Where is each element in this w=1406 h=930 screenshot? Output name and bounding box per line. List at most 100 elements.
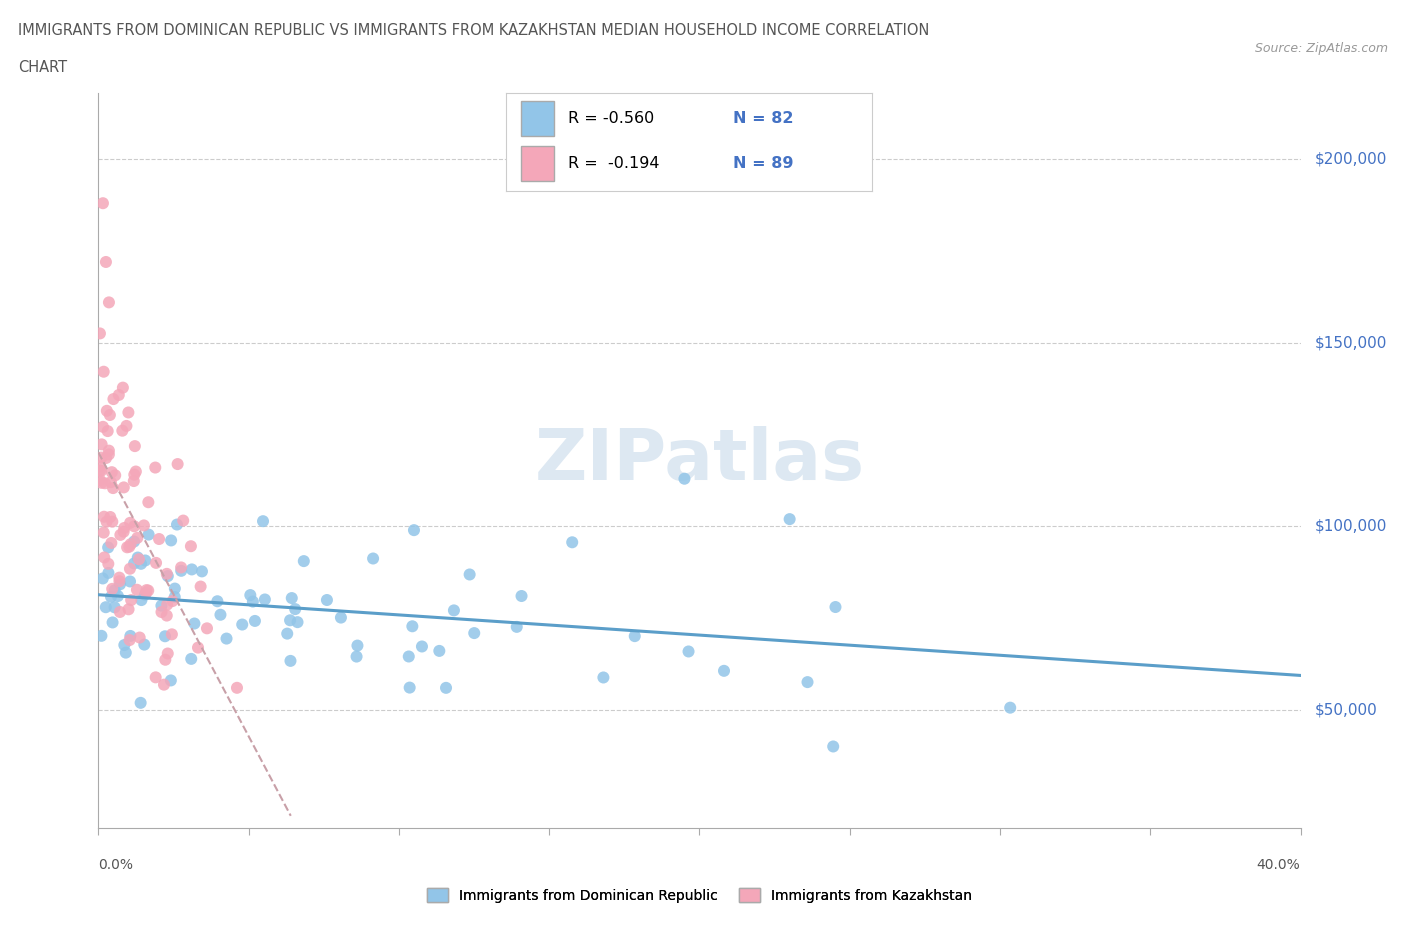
Text: R =  -0.194: R = -0.194 <box>568 156 659 171</box>
Point <box>287 615 309 630</box>
Point <box>160 673 183 688</box>
Point <box>89 326 111 341</box>
Point <box>90 463 112 478</box>
Point <box>458 567 481 582</box>
Point <box>107 388 129 403</box>
Point <box>93 365 115 379</box>
Point <box>280 654 302 669</box>
Point <box>111 380 134 395</box>
Point <box>398 680 420 695</box>
Point <box>134 553 156 568</box>
Point <box>112 521 135 536</box>
Point <box>96 514 118 529</box>
Point <box>207 594 229 609</box>
Point <box>434 681 457 696</box>
Point <box>281 591 304 605</box>
Point <box>97 540 120 555</box>
Point <box>292 553 315 568</box>
Point <box>163 581 186 596</box>
Point <box>673 472 696 486</box>
Point <box>231 618 253 632</box>
Point <box>97 424 120 439</box>
Point <box>138 527 160 542</box>
Point <box>108 574 131 589</box>
Point <box>796 674 818 689</box>
Point <box>93 550 115 565</box>
Point <box>623 629 645 644</box>
Point <box>190 579 212 594</box>
Point <box>162 593 184 608</box>
Point <box>104 600 127 615</box>
Point <box>124 467 146 482</box>
Point <box>143 460 166 475</box>
Text: 0.0%: 0.0% <box>98 858 134 872</box>
Point <box>101 481 124 496</box>
FancyBboxPatch shape <box>520 146 554 180</box>
Point <box>156 566 179 581</box>
Point <box>443 603 465 618</box>
Point <box>242 594 264 609</box>
Point <box>97 295 120 310</box>
Point <box>128 551 150 566</box>
Point <box>170 560 193 575</box>
Point <box>155 652 177 667</box>
Point <box>122 534 145 549</box>
Point <box>101 581 124 596</box>
Point <box>215 631 238 646</box>
Point <box>150 604 173 619</box>
Point <box>94 476 117 491</box>
Point <box>131 592 153 607</box>
Point <box>91 419 114 434</box>
Point <box>98 510 121 525</box>
Point <box>101 465 124 480</box>
Point <box>136 583 159 598</box>
Point <box>112 638 135 653</box>
Point <box>145 670 167 684</box>
Point <box>163 590 186 604</box>
Point <box>112 525 135 539</box>
Point <box>156 597 179 612</box>
Point <box>180 538 202 553</box>
Point <box>824 600 846 615</box>
Point <box>91 571 114 586</box>
Text: 40.0%: 40.0% <box>1257 858 1301 872</box>
Point <box>243 614 266 629</box>
Legend: Immigrants from Dominican Republic, Immigrants from Kazakhstan: Immigrants from Dominican Republic, Immi… <box>422 883 977 909</box>
Point <box>115 418 138 433</box>
Point <box>132 518 155 533</box>
Point <box>129 556 152 571</box>
Point <box>183 616 205 631</box>
Point <box>104 468 127 483</box>
Point <box>172 513 194 528</box>
Point <box>134 587 156 602</box>
Point <box>166 457 188 472</box>
Point <box>160 627 183 642</box>
Point <box>98 407 121 422</box>
Point <box>104 583 127 598</box>
Point <box>180 651 202 666</box>
Point <box>138 495 160 510</box>
Point <box>128 631 150 645</box>
Point <box>506 619 529 634</box>
Point <box>239 588 262 603</box>
Point <box>170 564 193 578</box>
Point <box>117 405 139 420</box>
Point <box>122 519 145 534</box>
Point <box>108 604 131 619</box>
Point <box>108 570 131 585</box>
Point <box>346 638 368 653</box>
Point <box>101 615 124 630</box>
Point <box>253 592 276 607</box>
Point <box>252 513 274 528</box>
Point <box>402 523 425 538</box>
Point <box>118 632 141 647</box>
Point <box>117 602 139 617</box>
Point <box>114 645 136 660</box>
Point <box>127 530 149 545</box>
Point <box>122 473 145 488</box>
Point <box>97 447 120 462</box>
Text: N = 82: N = 82 <box>733 111 793 126</box>
Point <box>191 564 214 578</box>
Point <box>134 637 156 652</box>
Point <box>93 525 115 540</box>
